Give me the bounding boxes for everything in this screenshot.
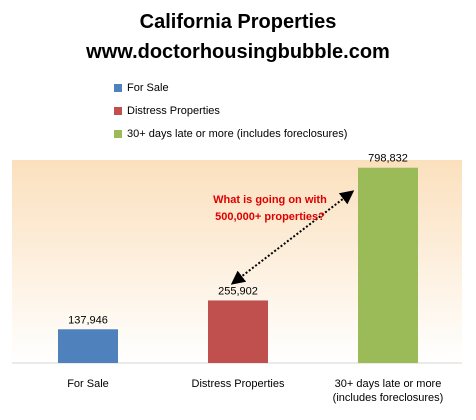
x-tick-label-30-days-late: 30+ days late or more (335, 378, 442, 390)
chart-subtitle: www.doctorhousingbubble.com (86, 41, 390, 63)
legend-item-distress: Distress Properties (114, 105, 347, 117)
legend-swatch-30-days-late (114, 130, 122, 138)
x-tick-label-distress-properties: Distress Properties (192, 378, 285, 390)
chart-title: California Properties (139, 11, 337, 33)
x-tick-label-30-days-late-line-2: (includes foreclosures) (333, 392, 444, 404)
x-tick-label-for-sale: For Sale (67, 378, 109, 390)
legend-item-for-sale: For Sale (114, 82, 347, 94)
annotation-arrow (230, 190, 355, 285)
bar-30-days-late (358, 167, 418, 363)
data-label-for-sale: 137,946 (68, 314, 108, 326)
legend-swatch-distress (114, 107, 122, 115)
legend: For Sale Distress Properties 30+ days la… (114, 82, 347, 151)
legend-item-30-days-late: 30+ days late or more (includes foreclos… (114, 128, 347, 140)
legend-label-30-days-late: 30+ days late or more (includes foreclos… (127, 128, 348, 140)
legend-swatch-for-sale (114, 84, 122, 92)
annotation-line-1: What is going on with (213, 194, 327, 206)
data-label-30-days-late: 798,832 (368, 153, 408, 165)
annotation-text: What is going on with 500,000+ propertie… (200, 192, 340, 226)
bar-distress-properties (208, 300, 268, 363)
legend-label-distress: Distress Properties (127, 105, 220, 117)
data-label-distress-properties: 255,902 (218, 285, 258, 297)
legend-label-for-sale: For Sale (127, 82, 169, 94)
annotation-line-2: 500,000+ properties? (215, 211, 325, 223)
bar-for-sale (58, 329, 118, 363)
